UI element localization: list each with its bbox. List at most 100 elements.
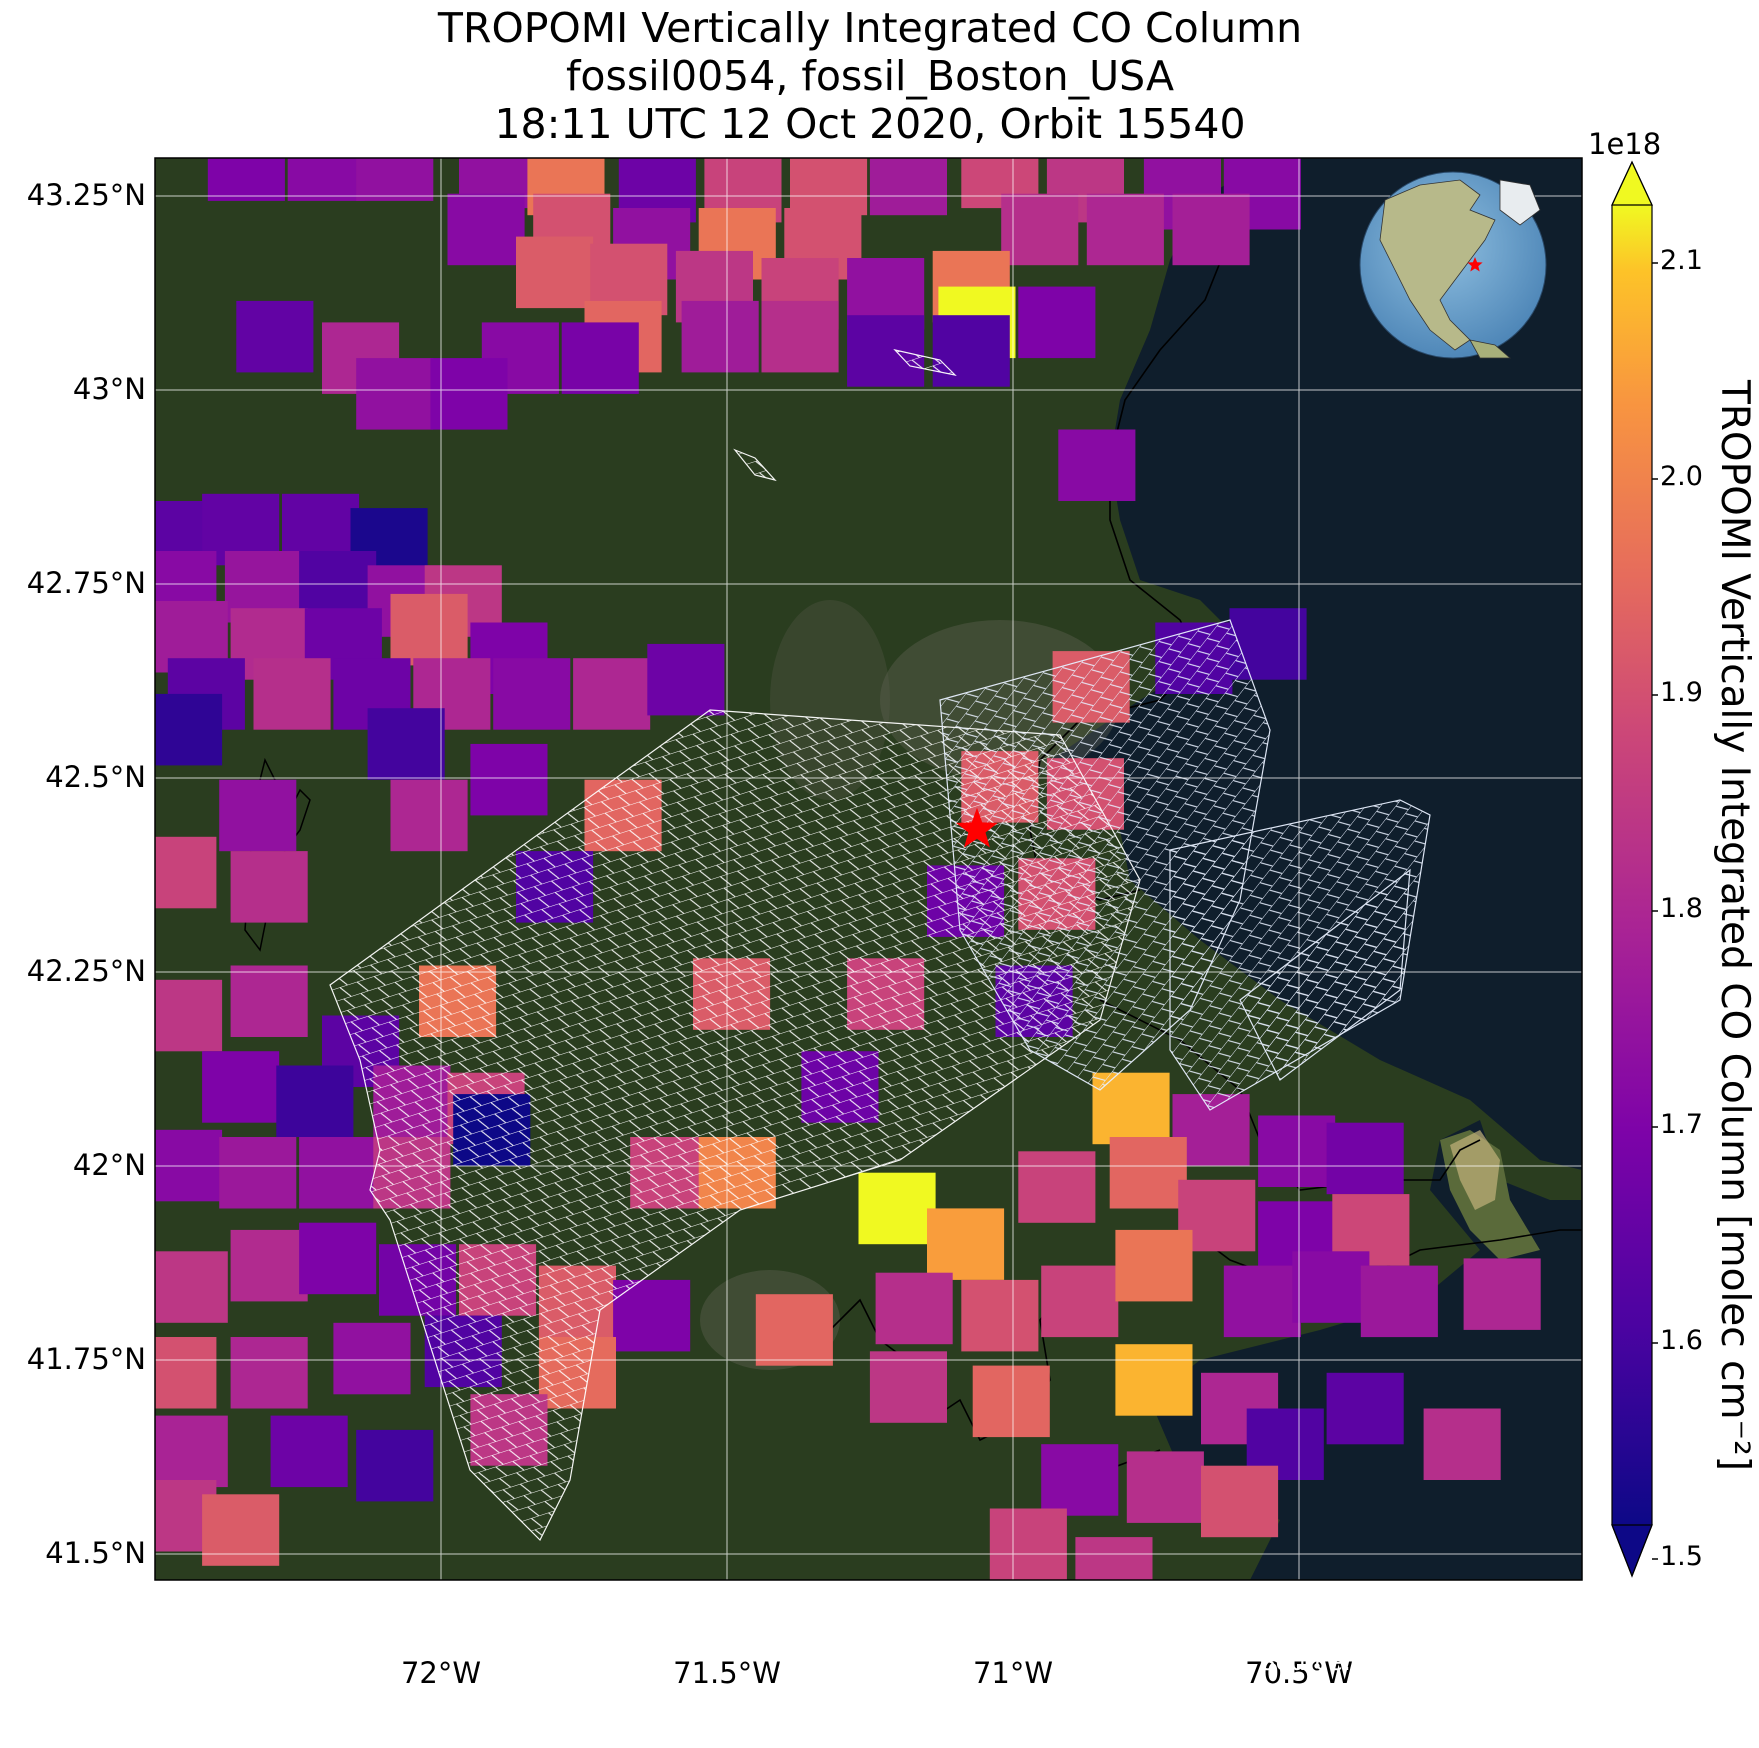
co-pixel-cell bbox=[493, 658, 571, 730]
co-pixel-cell bbox=[230, 1229, 308, 1302]
colorbar-tick-label: 1.7 bbox=[1660, 1109, 1703, 1140]
globe-north-america bbox=[1379, 179, 1496, 351]
co-pixel-cell bbox=[1115, 1344, 1193, 1416]
colorbar-outline bbox=[1611, 160, 1653, 1578]
co-pixel-cell bbox=[1109, 1137, 1187, 1209]
co-pixel-cell bbox=[761, 300, 839, 373]
co-pixel-cell bbox=[367, 708, 445, 780]
co-pixel-cell bbox=[1463, 1258, 1541, 1330]
colorbar-tick-label: 1.5 bbox=[1660, 1541, 1703, 1572]
co-pixel-cell bbox=[155, 693, 223, 766]
globe-south-america bbox=[1469, 339, 1512, 359]
co-pixel-cell bbox=[155, 836, 217, 909]
lat-tick-label: 42.5°N bbox=[45, 760, 146, 794]
colorbar-label: TROPOMI Vertically Integrated CO Column … bbox=[1712, 380, 1757, 1471]
co-pixel-cell bbox=[1201, 1465, 1279, 1538]
lon-tick-label: 71.5°W bbox=[673, 1656, 781, 1690]
lat-tick-label: 42.75°N bbox=[26, 566, 146, 600]
source-credit-text: Source: NASA/JPL-Caltech bbox=[1260, 1648, 1567, 1676]
co-pixel-cell bbox=[875, 1272, 953, 1345]
co-pixel-cell bbox=[230, 1337, 308, 1409]
lat-tick-label: 43.25°N bbox=[26, 178, 146, 212]
lon-tick-label: 71°W bbox=[972, 1656, 1054, 1690]
co-pixel-cell bbox=[276, 1065, 354, 1137]
co-pixel-cell bbox=[790, 158, 868, 216]
co-pixel-cell bbox=[1126, 1451, 1204, 1523]
co-pixel-cell bbox=[202, 1051, 280, 1123]
co-pixel-cell bbox=[847, 315, 925, 387]
chart-title-line-3: 18:11 UTC 12 Oct 2020, Orbit 15540 bbox=[494, 100, 1246, 148]
overlay-grid-polygon bbox=[733, 448, 777, 482]
co-pixel-cell bbox=[1423, 1408, 1501, 1480]
co-pixel-cell bbox=[299, 1137, 377, 1209]
co-pixel-cell bbox=[1115, 1229, 1193, 1302]
co-pixel-cell bbox=[1001, 193, 1079, 266]
chart-title-line-1: TROPOMI Vertically Integrated CO Column bbox=[437, 4, 1303, 52]
colorbar-exponent: 1e18 bbox=[1588, 127, 1662, 161]
co-pixel-cell bbox=[1326, 1122, 1404, 1195]
colorbar-tick-label: 1.9 bbox=[1660, 677, 1703, 708]
co-pixel-cell bbox=[516, 236, 594, 309]
colorbar-tick-label: 2.0 bbox=[1660, 461, 1703, 492]
lon-tick-label: 70.5°W bbox=[1245, 1656, 1353, 1690]
co-pixel-cell bbox=[932, 315, 1010, 387]
co-pixel-cell bbox=[1058, 429, 1136, 501]
inset-target-star bbox=[1467, 257, 1483, 272]
co-pixel-cell bbox=[1041, 1444, 1119, 1516]
co-pixel-cell bbox=[356, 1429, 434, 1502]
lat-tick-label: 42°N bbox=[72, 1148, 146, 1182]
co-pixel-cell bbox=[1223, 1265, 1301, 1338]
lat-tick-label: 42.25°N bbox=[26, 954, 146, 988]
co-pixel-cell bbox=[647, 643, 725, 716]
co-pixel-cell bbox=[430, 358, 508, 430]
co-pixel-cell bbox=[207, 158, 285, 201]
boston-target-star bbox=[956, 807, 998, 848]
co-pixel-cell bbox=[299, 1222, 377, 1295]
co-pixel-cell bbox=[755, 1294, 833, 1366]
co-pixel-cell bbox=[561, 322, 639, 394]
colorbar-tick-label: 2.1 bbox=[1660, 245, 1703, 276]
chart-title-line-2: fossil0054, fossil_Boston_USA bbox=[565, 52, 1174, 100]
co-pixel-cell bbox=[989, 1508, 1067, 1580]
co-pixel-cell bbox=[869, 1351, 947, 1423]
overlay-grid-polygon bbox=[1239, 868, 1411, 1081]
globe-greenland bbox=[1499, 179, 1541, 226]
colorbar-extend-max bbox=[1611, 160, 1653, 206]
co-pixel-cell bbox=[253, 658, 331, 730]
created-date-text: Created 18 Sep 2024 bbox=[1312, 1620, 1567, 1648]
co-pixel-cell bbox=[1086, 193, 1164, 266]
co-pixel-cell bbox=[230, 965, 308, 1037]
lat-tick-label: 41.5°N bbox=[45, 1536, 146, 1570]
overlay-grid-polygon bbox=[893, 348, 957, 376]
co-pixel-cell bbox=[573, 658, 651, 730]
co-pixel-cell bbox=[219, 779, 297, 852]
map-frame bbox=[154, 157, 1583, 1581]
lon-tick-label: 72°W bbox=[400, 1656, 482, 1690]
co-pixel-cell bbox=[287, 158, 365, 201]
inset-globe bbox=[1359, 171, 1547, 359]
co-pixel-cell bbox=[1258, 1115, 1336, 1187]
lat-tick-label: 41.75°N bbox=[26, 1342, 146, 1376]
co-pixel-cell bbox=[236, 300, 314, 373]
co-pixel-cell bbox=[155, 1337, 217, 1409]
colorbar-extend-min bbox=[1611, 1524, 1653, 1578]
co-pixel-cell bbox=[155, 1251, 228, 1323]
co-pixel-cell bbox=[356, 158, 434, 201]
co-pixel-cell bbox=[230, 851, 308, 923]
co-pixel-cell bbox=[927, 1208, 1005, 1280]
co-pixel-cell bbox=[1075, 1537, 1153, 1580]
co-pixel-cell bbox=[356, 358, 434, 430]
co-pixel-cell bbox=[390, 593, 468, 666]
co-pixel-cell bbox=[155, 979, 223, 1052]
co-pixel-cell bbox=[1018, 286, 1096, 359]
co-pixel-cell bbox=[333, 1322, 411, 1395]
co-pixel-cell bbox=[869, 158, 947, 216]
co-pixel-cell bbox=[270, 1415, 348, 1488]
lat-tick-label: 43°N bbox=[72, 372, 146, 406]
colorbar-body bbox=[1612, 205, 1652, 1525]
co-pixel-cell bbox=[1292, 1251, 1370, 1323]
graticule bbox=[155, 158, 1582, 1580]
co-pixel-cell bbox=[470, 743, 548, 816]
colorbar-tick-label: 1.8 bbox=[1660, 893, 1703, 924]
